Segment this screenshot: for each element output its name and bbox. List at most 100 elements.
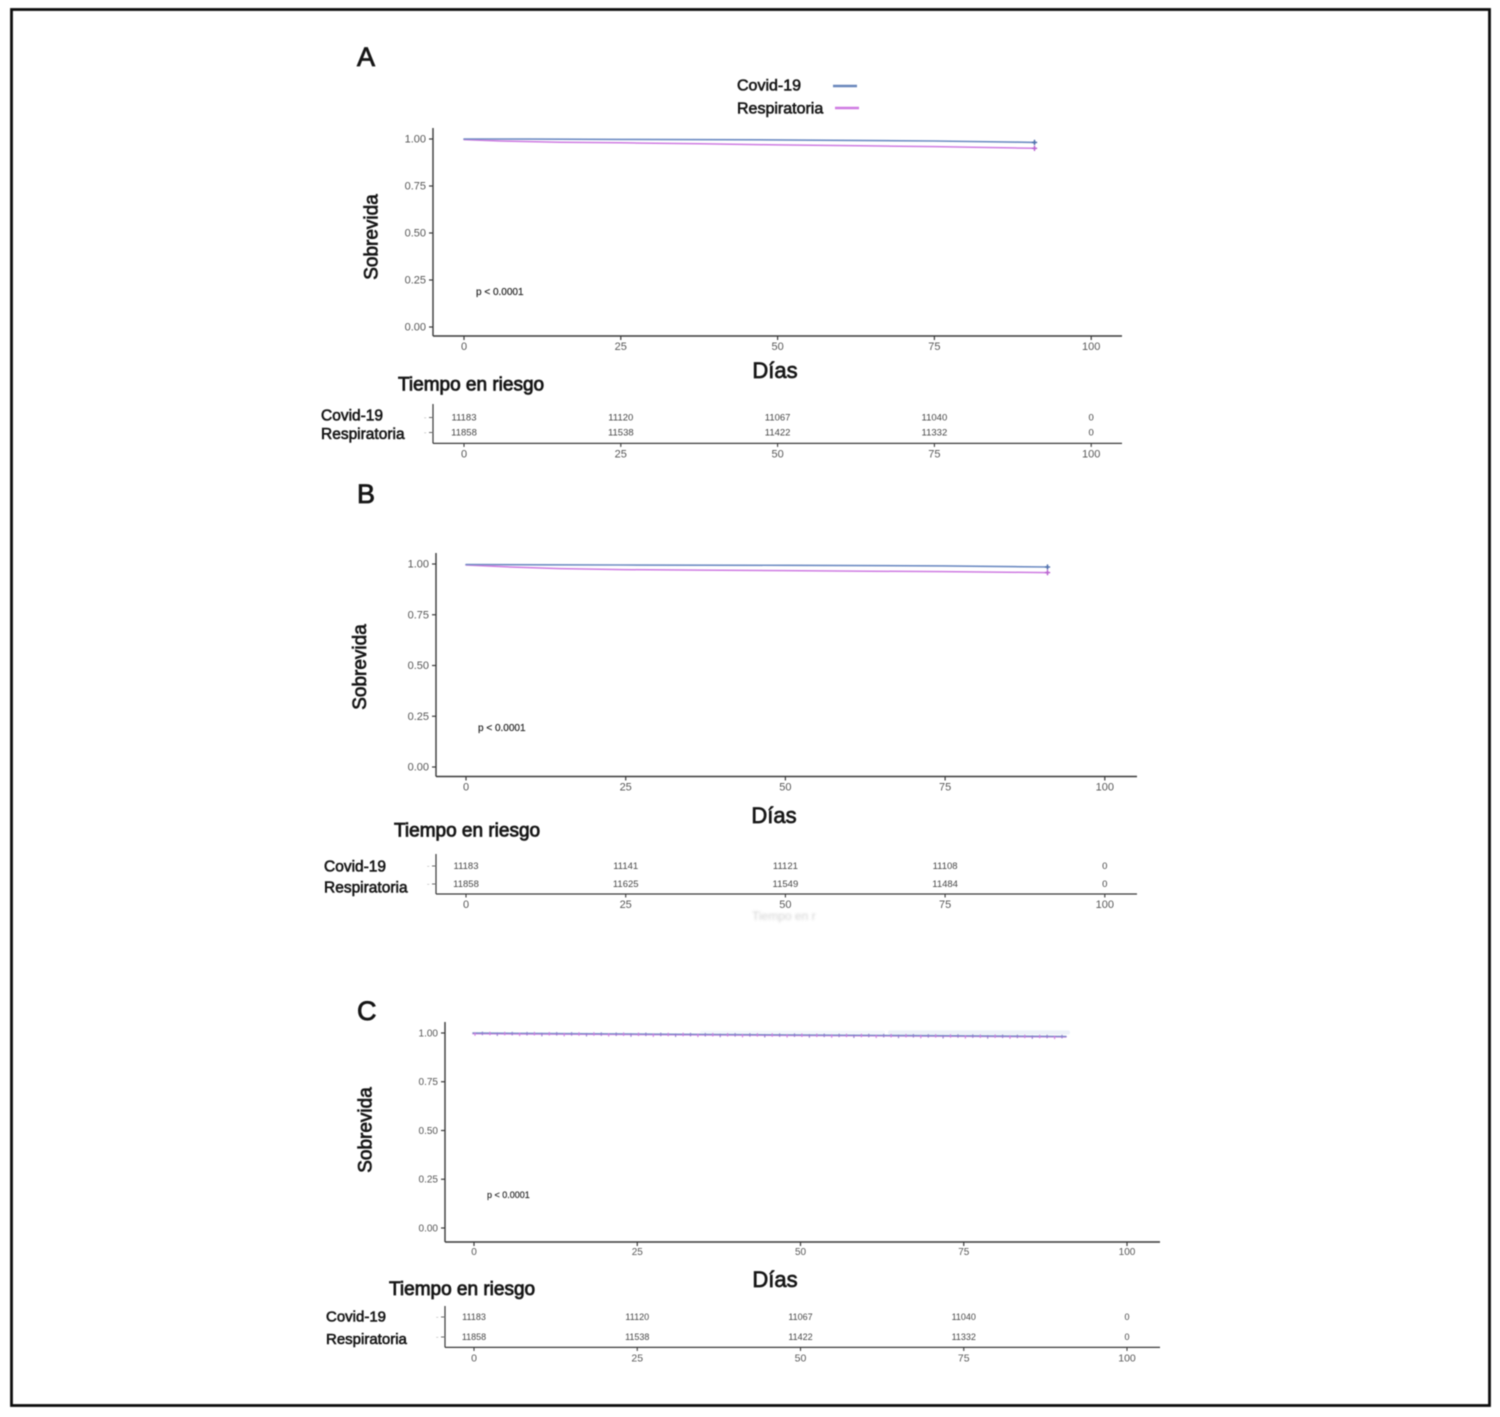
svg-text:Tiempo en riesgo: Tiempo en riesgo (398, 375, 544, 396)
svg-text:Tiempo en riesgo: Tiempo en riesgo (394, 821, 540, 842)
svg-text:Días: Días (752, 1267, 797, 1292)
svg-text:11538: 11538 (608, 428, 634, 439)
svg-text:0: 0 (1089, 413, 1094, 424)
svg-text:11549: 11549 (773, 879, 799, 890)
svg-text:0.75: 0.75 (408, 609, 429, 621)
svg-text:Sobrevida: Sobrevida (362, 194, 383, 280)
svg-text:Respiratoria: Respiratoria (737, 101, 823, 118)
svg-text:0.00: 0.00 (405, 322, 426, 334)
svg-text:-: - (427, 862, 430, 871)
svg-text:0.00: 0.00 (419, 1223, 439, 1234)
svg-text:Covid-19: Covid-19 (324, 858, 386, 875)
svg-text:25: 25 (631, 1353, 643, 1365)
svg-text:0: 0 (1102, 861, 1107, 872)
svg-text:0: 0 (1124, 1312, 1129, 1322)
svg-text:0.25: 0.25 (408, 711, 429, 723)
svg-text:1.00: 1.00 (405, 134, 426, 146)
svg-text:75: 75 (958, 1247, 970, 1258)
svg-text:-: - (427, 880, 430, 889)
svg-text:11858: 11858 (462, 1332, 486, 1342)
svg-text:100: 100 (1096, 781, 1114, 793)
svg-text:100: 100 (1082, 449, 1100, 461)
svg-text:0.50: 0.50 (419, 1126, 439, 1137)
svg-text:-: - (436, 1313, 439, 1322)
svg-text:75: 75 (958, 1353, 970, 1365)
svg-text:p < 0.0001: p < 0.0001 (476, 287, 524, 298)
svg-text:11067: 11067 (788, 1312, 812, 1322)
svg-text:p < 0.0001: p < 0.0001 (487, 1190, 530, 1200)
svg-text:25: 25 (620, 781, 632, 793)
svg-text:0: 0 (461, 341, 467, 353)
svg-text:Sobrevida: Sobrevida (356, 1087, 377, 1173)
svg-text:11183: 11183 (462, 1312, 486, 1322)
svg-text:11625: 11625 (613, 879, 639, 890)
svg-text:50: 50 (779, 899, 791, 911)
svg-text:0.50: 0.50 (405, 228, 426, 240)
svg-text:25: 25 (620, 899, 632, 911)
svg-text:11120: 11120 (625, 1312, 649, 1322)
svg-text:0: 0 (463, 899, 469, 911)
svg-text:B: B (357, 479, 375, 509)
svg-text:50: 50 (771, 449, 783, 461)
svg-text:Respiratoria: Respiratoria (324, 879, 408, 896)
svg-text:0: 0 (1089, 428, 1094, 439)
svg-text:0: 0 (463, 781, 469, 793)
svg-text:11422: 11422 (788, 1332, 812, 1342)
svg-text:0.25: 0.25 (419, 1175, 439, 1186)
svg-text:0: 0 (471, 1353, 477, 1365)
svg-text:0.50: 0.50 (408, 660, 429, 672)
svg-text:1.00: 1.00 (408, 559, 429, 571)
svg-text:11183: 11183 (453, 861, 478, 872)
svg-text:C: C (357, 996, 377, 1026)
svg-text:11858: 11858 (451, 428, 477, 439)
svg-text:Covid-19: Covid-19 (321, 407, 383, 424)
svg-text:25: 25 (615, 341, 627, 353)
svg-text:11141: 11141 (613, 861, 638, 872)
svg-text:1.00: 1.00 (419, 1028, 439, 1039)
svg-text:100: 100 (1119, 1247, 1136, 1258)
svg-text:-: - (424, 428, 427, 437)
svg-text:50: 50 (771, 341, 783, 353)
svg-text:100: 100 (1118, 1353, 1136, 1365)
svg-text:75: 75 (928, 449, 940, 461)
svg-text:75: 75 (928, 341, 940, 353)
svg-text:11120: 11120 (608, 413, 633, 424)
svg-text:0: 0 (471, 1247, 477, 1258)
svg-text:11067: 11067 (765, 413, 791, 424)
svg-text:-: - (424, 413, 427, 422)
svg-text:Covid-19: Covid-19 (326, 1309, 386, 1326)
svg-text:11538: 11538 (625, 1332, 649, 1342)
svg-text:11332: 11332 (922, 428, 948, 439)
svg-text:0: 0 (461, 449, 467, 461)
svg-text:0.25: 0.25 (405, 275, 426, 287)
svg-text:0.75: 0.75 (419, 1077, 439, 1088)
svg-text:75: 75 (939, 899, 951, 911)
svg-text:11858: 11858 (453, 879, 479, 890)
svg-text:0.75: 0.75 (405, 181, 426, 193)
svg-text:11121: 11121 (773, 861, 798, 872)
svg-text:Respiratoria: Respiratoria (326, 1331, 408, 1348)
svg-text:11484: 11484 (932, 879, 958, 890)
svg-text:Días: Días (751, 803, 796, 828)
svg-text:75: 75 (939, 781, 951, 793)
svg-text:11040: 11040 (922, 413, 948, 424)
svg-text:Tiempo en riesgo: Tiempo en riesgo (389, 1279, 535, 1300)
svg-text:50: 50 (795, 1353, 807, 1365)
svg-text:0: 0 (1124, 1332, 1129, 1342)
svg-text:-: - (436, 1333, 439, 1342)
svg-text:Días: Días (752, 358, 797, 383)
svg-text:50: 50 (795, 1247, 807, 1258)
svg-text:11422: 11422 (765, 428, 791, 439)
svg-text:11332: 11332 (952, 1332, 976, 1342)
svg-text:25: 25 (615, 449, 627, 461)
svg-text:100: 100 (1082, 341, 1100, 353)
svg-text:11040: 11040 (952, 1312, 976, 1322)
svg-text:100: 100 (1096, 899, 1114, 911)
svg-text:11108: 11108 (933, 861, 958, 872)
svg-text:Tiempo en r: Tiempo en r (752, 909, 816, 923)
svg-text:Sobrevida: Sobrevida (350, 624, 371, 710)
svg-text:Respiratoria: Respiratoria (321, 426, 405, 443)
svg-text:0.00: 0.00 (408, 762, 429, 774)
svg-text:p < 0.0001: p < 0.0001 (478, 723, 526, 734)
svg-text:0: 0 (1102, 879, 1107, 890)
